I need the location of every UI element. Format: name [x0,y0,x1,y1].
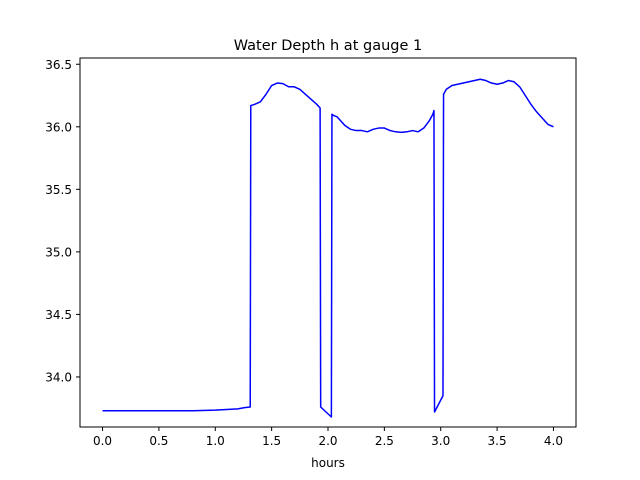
x-tick-label: 3.0 [431,434,450,448]
plot-area: 0.0 0.5 1.0 1.5 2.0 2.5 3.0 3.5 4.0 34.0 34.5 35.0 3… [45,57,577,448]
y-tick-label: 35.0 [45,245,72,259]
x-tick-label: 0.5 [149,434,168,448]
x-tick-label: 1.0 [206,434,225,448]
series-line-0 [102,78,554,418]
x-axis-label: hours [311,456,345,470]
x-tick-label: 1.5 [262,434,281,448]
y-tick-label: 34.5 [45,308,72,322]
x-tick-label: 0.0 [93,434,112,448]
y-tick-label: 35.5 [45,183,72,197]
x-tick-label: 4.0 [544,434,563,448]
y-tick-label: 36.5 [45,58,72,72]
chart-title: Water Depth h at gauge 1 [234,38,422,54]
y-tick-label: 36.0 [45,120,72,134]
y-tick-label: 34.0 [45,370,72,384]
x-tick-label: 3.5 [488,434,507,448]
x-tick-label: 2.0 [318,434,337,448]
x-tick-label: 2.5 [375,434,394,448]
